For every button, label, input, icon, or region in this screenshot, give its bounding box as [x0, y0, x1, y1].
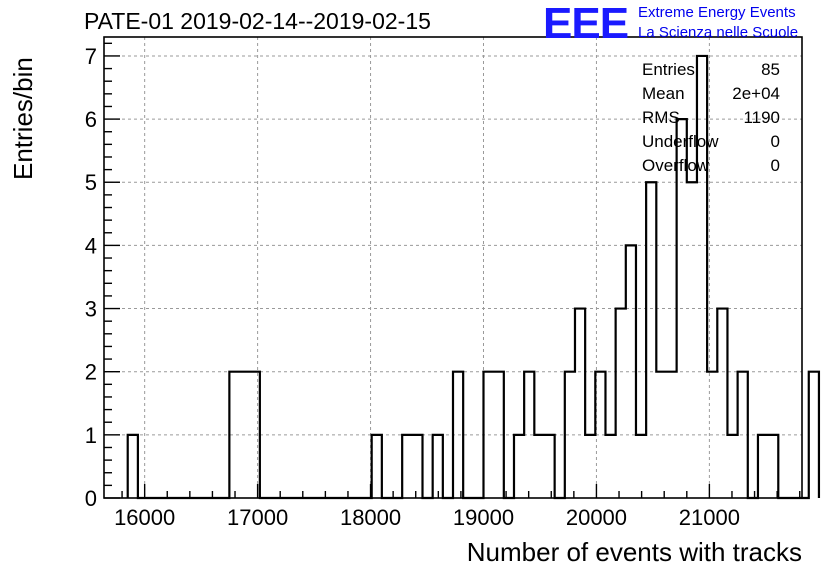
histogram-bar	[636, 435, 646, 498]
histogram-bar	[758, 435, 768, 498]
histogram-bar	[128, 435, 138, 498]
y-tick-label: 3	[85, 297, 97, 322]
histogram-bar	[768, 435, 778, 498]
stats-row-rms: RMS 1190	[642, 108, 780, 132]
histogram-bar	[372, 435, 382, 498]
y-tick-label: 5	[85, 170, 97, 195]
x-tick-label: 21000	[679, 505, 740, 530]
stats-label: Overflow	[642, 156, 710, 175]
histogram-bar	[534, 435, 544, 498]
stats-label: RMS	[642, 108, 680, 127]
stats-box: Entries 85 Mean 2e+04 RMS 1190 Underflow…	[642, 60, 780, 180]
stats-row-overflow: Overflow 0	[642, 156, 780, 180]
histogram-bar	[687, 182, 697, 498]
histogram-bar	[809, 372, 819, 498]
y-tick-label: 4	[85, 233, 97, 258]
logo-caption: Extreme Energy Events La Scienza nelle S…	[638, 3, 798, 43]
histogram-bar	[412, 435, 422, 498]
stats-value: 0	[770, 132, 780, 151]
y-tick-label: 0	[85, 486, 97, 511]
stats-label: Underflow	[642, 132, 719, 151]
x-tick-label: 20000	[566, 505, 627, 530]
x-tick-label: 18000	[340, 505, 401, 530]
x-tick-label: 17000	[227, 505, 288, 530]
histogram-bar	[646, 182, 656, 498]
histogram-bar	[717, 309, 727, 498]
x-axis-label: Number of events with tracks	[466, 537, 802, 567]
chart-title: PATE-01 2019-02-14--2019-02-15	[84, 8, 431, 34]
histogram-bar	[433, 435, 443, 498]
stats-value: 0	[770, 156, 780, 175]
stats-label: Entries	[642, 60, 695, 79]
y-tick-label: 1	[85, 423, 97, 448]
plot-frame	[103, 36, 803, 499]
eee-logo: EEE	[543, 0, 629, 48]
logo-caption-line1: Extreme Energy Events	[638, 4, 796, 21]
stats-label: Mean	[642, 84, 685, 103]
x-tick-label: 19000	[453, 505, 514, 530]
histogram-bar	[544, 435, 554, 498]
stats-row-mean: Mean 2e+04	[642, 84, 780, 108]
logo-caption-line2: La Scienza nelle Scuole	[638, 24, 799, 41]
stats-row-entries: Entries 85	[642, 60, 780, 84]
x-tick-label: 16000	[114, 505, 175, 530]
stats-value: 2e+04	[732, 84, 780, 103]
histogram-bar	[514, 435, 524, 498]
histogram-bar	[585, 435, 595, 498]
y-tick-label: 6	[85, 107, 97, 132]
histogram-bar	[605, 435, 615, 498]
stats-value: 1190	[743, 108, 780, 127]
plot-border	[103, 36, 803, 499]
axis-ticks: 16000 17000 18000 19000 20000 21000 0 1 2 3 4 5 6 7	[85, 42, 801, 530]
y-tick-label: 2	[85, 360, 97, 385]
histogram-bar	[616, 309, 626, 498]
histogram-bar	[575, 309, 585, 498]
histogram-bar	[402, 435, 412, 498]
stats-value: 85	[761, 60, 780, 79]
histogram-bar	[727, 435, 737, 498]
y-tick-label: 7	[85, 44, 97, 69]
y-axis-label: Entries/bin	[8, 57, 38, 180]
stats-row-underflow: Underflow 0	[642, 132, 780, 156]
